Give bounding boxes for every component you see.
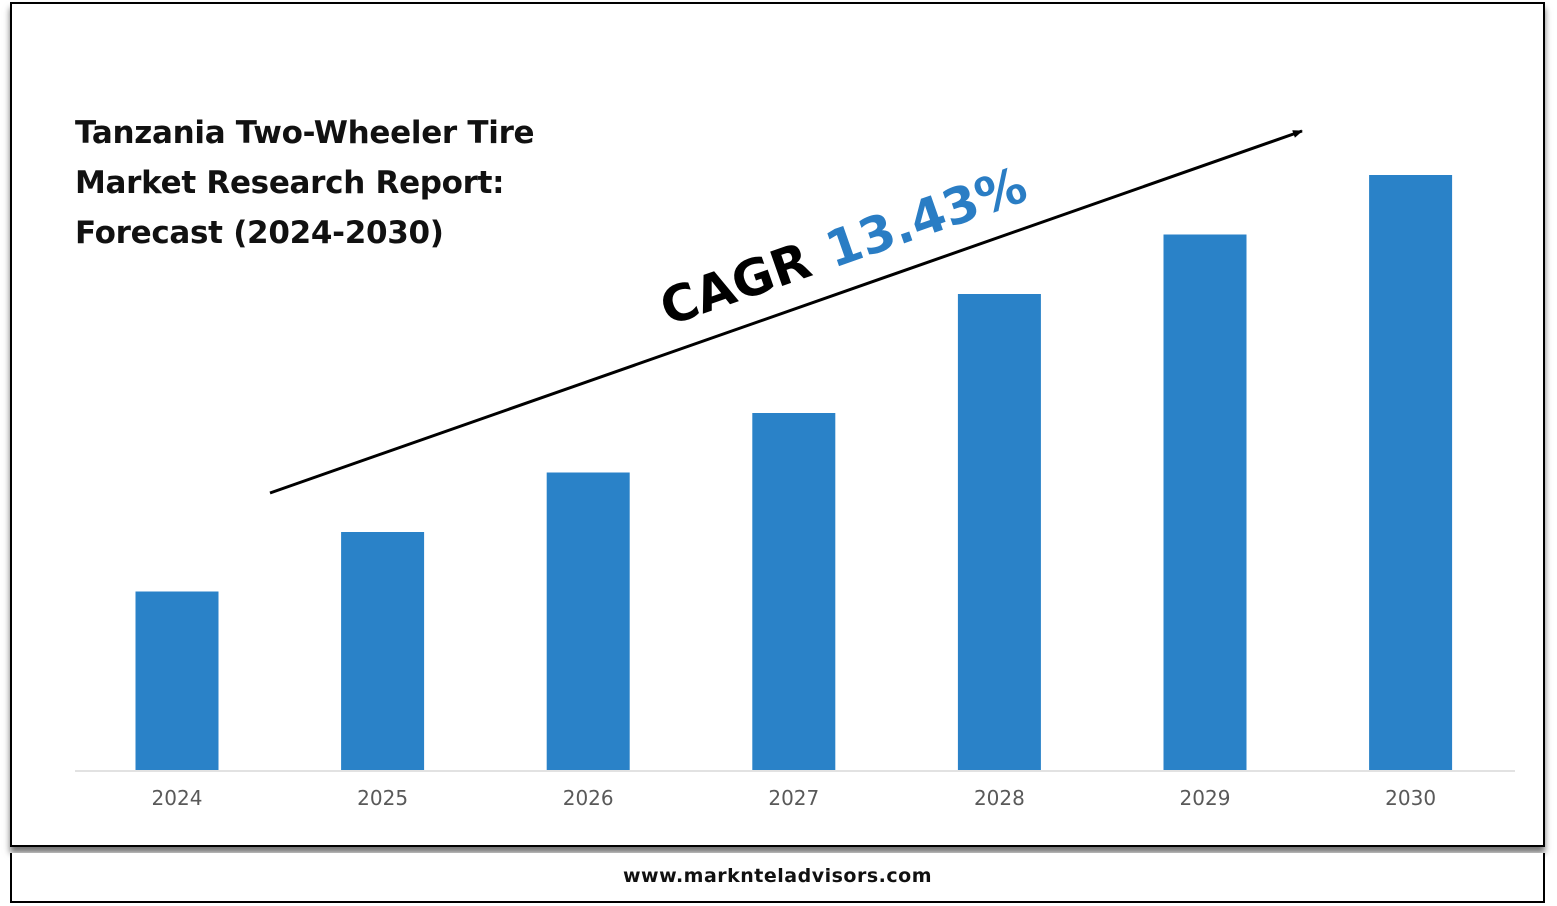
x-tick-label-2029: 2029 — [1180, 786, 1231, 810]
x-tick-label-2030: 2030 — [1385, 786, 1436, 810]
bar-2025 — [341, 532, 425, 770]
bar-2027 — [752, 413, 836, 770]
title-line-3: Forecast (2024-2030) — [75, 215, 444, 251]
title-line-2: Market Research Report: — [75, 165, 505, 201]
x-tick-label-2027: 2027 — [768, 786, 819, 810]
bars-group — [135, 175, 1453, 770]
x-tick-labels: 2024 2025 2026 2027 2028 2029 2030 — [152, 786, 1437, 810]
cagr-value: 13.43% — [818, 156, 1034, 280]
cagr-label: CAGR — [653, 231, 818, 337]
title-line-1: Tanzania Two-Wheeler Tire — [75, 115, 535, 151]
x-tick-label-2026: 2026 — [563, 786, 614, 810]
x-tick-label-2025: 2025 — [357, 786, 408, 810]
bar-2026 — [546, 472, 630, 770]
bar-2024 — [135, 591, 219, 770]
x-tick-label-2028: 2028 — [974, 786, 1025, 810]
footer: www.marknteladvisors.com — [10, 853, 1545, 903]
bar-2028 — [957, 294, 1041, 770]
bar-2029 — [1163, 234, 1247, 770]
chart-title: Tanzania Two-Wheeler Tire Market Researc… — [75, 108, 595, 258]
x-tick-label-2024: 2024 — [152, 786, 203, 810]
footer-website: www.marknteladvisors.com — [623, 865, 932, 887]
cagr-arrow — [269, 129, 1303, 495]
bar-2030 — [1369, 175, 1453, 770]
